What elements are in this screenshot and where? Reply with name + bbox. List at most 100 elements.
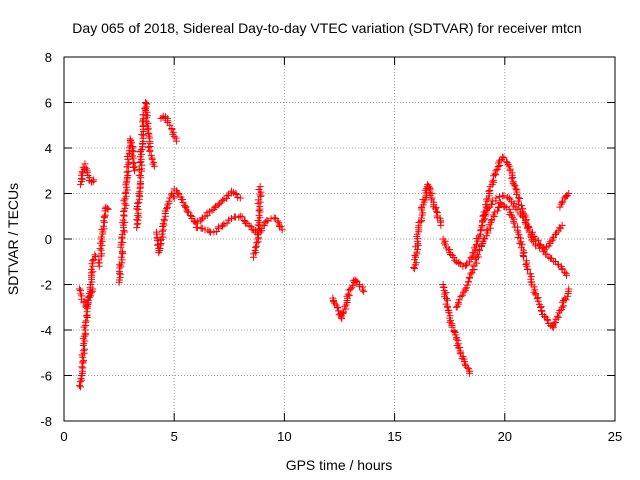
data-point [236, 212, 244, 220]
data-point-interp [482, 209, 490, 217]
data-point-interp [76, 382, 84, 390]
series-arc-e [115, 135, 139, 286]
data-point-interp [159, 223, 167, 231]
data-point-interp [455, 296, 463, 304]
x-tick-label: 10 [277, 429, 291, 444]
data-point-interp [145, 143, 153, 151]
data-point-interp [169, 192, 177, 200]
data-point [428, 194, 436, 202]
data-points [75, 99, 573, 391]
data-point [179, 199, 187, 207]
series-arc-p [452, 199, 573, 332]
series-arc-m [410, 180, 445, 273]
data-point [82, 303, 90, 311]
data-point [551, 230, 559, 238]
chart-title: Day 065 of 2018, Sidereal Day-to-day VTE… [72, 20, 581, 36]
series-arc-l [329, 276, 368, 323]
data-point-interp [493, 165, 501, 173]
data-point-interp [440, 239, 448, 247]
data-point [86, 292, 94, 300]
data-point-interp [519, 213, 527, 221]
data-point-interp [456, 350, 464, 358]
series-arc-d [95, 203, 112, 270]
data-point-interp [467, 270, 475, 278]
y-tick-label: -2 [40, 278, 52, 293]
series-arc-q [479, 192, 571, 279]
data-point-interp [514, 206, 522, 214]
data-point-interp [474, 251, 482, 259]
data-point-interp [84, 296, 92, 304]
data-point-interp [426, 185, 434, 193]
data-point [466, 258, 474, 266]
data-point-interp [490, 213, 498, 221]
data-point-interp [146, 147, 154, 155]
data-point [492, 194, 500, 202]
data-point-interp [484, 195, 492, 203]
data-point-interp [82, 312, 90, 320]
data-point-interp [447, 317, 455, 325]
series-arc-i [170, 185, 244, 227]
data-point-interp [130, 148, 138, 156]
data-point-interp [180, 202, 188, 210]
data-point [117, 253, 125, 261]
data-point-interp [508, 175, 516, 183]
data-point-interp [78, 175, 86, 183]
data-point [144, 126, 152, 134]
data-point [164, 201, 172, 209]
data-point-interp [562, 193, 570, 201]
y-tick-label: -8 [40, 414, 52, 429]
data-point-interp [134, 199, 142, 207]
data-point-interp [485, 187, 493, 195]
data-point-interp [486, 224, 494, 232]
data-point [278, 226, 286, 234]
data-point-interp [534, 297, 542, 305]
data-point-interp [80, 323, 88, 331]
data-point-interp [252, 243, 260, 251]
data-point-interp [510, 181, 518, 189]
series-arc-b [75, 285, 97, 311]
data-point-interp [232, 190, 240, 198]
data-point [91, 251, 99, 259]
data-point-interp [89, 257, 97, 265]
data-point-interp [421, 186, 429, 194]
data-point-interp [516, 234, 524, 242]
data-point [100, 217, 108, 225]
data-point [523, 262, 531, 270]
data-point-interp [537, 303, 545, 311]
tick-marks [63, 56, 616, 422]
data-point-interp [160, 215, 168, 223]
data-point [443, 303, 451, 311]
x-tick-label: 15 [387, 429, 401, 444]
data-point-interp [514, 197, 522, 205]
data-point-interp [524, 222, 532, 230]
data-point-interp [483, 226, 491, 234]
data-point-interp [122, 201, 130, 209]
data-point-interp [80, 345, 88, 353]
data-point-interp [124, 167, 132, 175]
data-point [505, 194, 513, 202]
data-point-interp [520, 253, 528, 261]
data-point-interp [89, 178, 97, 186]
data-point [142, 99, 150, 106]
data-point [452, 335, 460, 343]
data-point-interp [270, 214, 278, 222]
data-point [565, 285, 573, 293]
data-point [197, 217, 205, 225]
data-point-interp [80, 356, 88, 364]
data-point-interp [77, 374, 85, 382]
data-point-interp [359, 286, 367, 294]
data-point-interp [442, 289, 450, 297]
data-point-interp [341, 303, 349, 311]
data-point-interp [515, 231, 523, 239]
data-point-interp [494, 207, 502, 215]
data-point-interp [120, 228, 128, 236]
series-arc-o [439, 281, 474, 377]
data-point-interp [135, 198, 143, 206]
data-point-interp [535, 240, 543, 248]
data-point-interp [481, 210, 489, 218]
data-point [219, 221, 227, 229]
data-point-interp [419, 209, 427, 217]
tick-labels: 0 5 10 15 20 25 -8 -6 -4 -2 0 2 4 6 8 [40, 50, 622, 444]
data-point-interp [117, 262, 125, 270]
data-point-interp [489, 211, 497, 219]
